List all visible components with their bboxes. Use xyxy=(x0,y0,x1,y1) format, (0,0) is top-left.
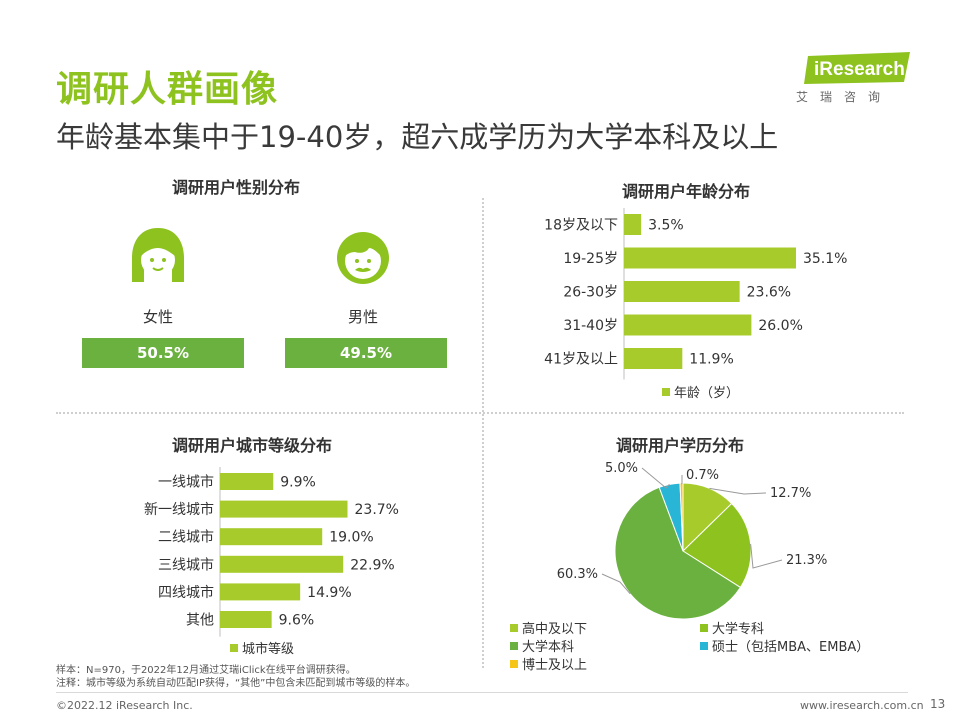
female-value-bar: 50.5% xyxy=(82,338,244,368)
pie-value-label: 21.3% xyxy=(786,553,827,568)
city-value-label: 14.9% xyxy=(307,585,351,601)
logo-sub-text: 艾瑞咨询 xyxy=(796,90,893,104)
edu-legend-item: 大学本科 xyxy=(510,636,574,655)
vertical-divider xyxy=(482,198,484,668)
city-bar xyxy=(220,473,274,490)
city-value-label: 23.7% xyxy=(355,502,399,518)
city-category-label: 四线城市 xyxy=(158,584,214,601)
gender-panel-title: 调研用户性别分布 xyxy=(172,178,301,197)
pie-leader-line xyxy=(709,487,767,495)
city-legend: 城市等级 xyxy=(230,638,294,657)
city-legend-swatch xyxy=(230,644,238,652)
age-category-label: 19-25岁 xyxy=(563,251,618,267)
city-category-label: 一线城市 xyxy=(158,474,214,491)
note-remark: 注释：城市等级为系统自动匹配IP获得，“其他”中包含未匹配到城市等级的样本。 xyxy=(56,678,416,689)
age-value-label: 11.9% xyxy=(689,352,733,368)
education-legend: 高中及以下 大学专科 大学本科 硕士（包括MBA、EMBA） 博士及以上 xyxy=(510,618,910,674)
pie-value-label: 12.7% xyxy=(770,486,811,501)
age-value-label: 26.0% xyxy=(758,318,802,334)
city-category-label: 新一线城市 xyxy=(144,501,214,518)
male-icon xyxy=(337,232,389,284)
city-value-label: 9.9% xyxy=(280,475,316,491)
note-sample: 样本：N=970，于2022年12月通过艾瑞iClick在线平台调研获得。 xyxy=(56,665,356,676)
edu-legend-item: 硕士（包括MBA、EMBA） xyxy=(700,636,869,655)
city-panel-title: 调研用户城市等级分布 xyxy=(172,436,333,455)
city-category-label: 其他 xyxy=(186,613,214,629)
city-legend-label: 城市等级 xyxy=(242,642,295,657)
logo-brand-text: iResearch xyxy=(814,59,905,80)
male-label: 男性 xyxy=(347,308,378,326)
pie-value-label: 5.0% xyxy=(605,461,638,476)
age-value-label: 3.5% xyxy=(648,218,684,234)
page-subtitle: 年龄基本集中于19-40岁，超六成学历为大学本科及以上 xyxy=(56,120,779,154)
pie-leader-line xyxy=(641,467,670,489)
age-panel-title: 调研用户年龄分布 xyxy=(622,182,751,201)
footer-divider xyxy=(56,692,908,693)
age-bar xyxy=(624,214,642,235)
city-bar xyxy=(220,528,323,546)
age-category-label: 26-30岁 xyxy=(563,285,618,301)
age-category-label: 31-40岁 xyxy=(563,318,618,334)
age-bar xyxy=(624,281,740,302)
footer-copyright: ©2022.12 iResearch Inc. xyxy=(56,699,193,712)
source-notes: 样本：N=970，于2022年12月通过艾瑞iClick在线平台调研获得。 注释… xyxy=(56,664,415,690)
edu-legend-item: 高中及以下 xyxy=(510,618,587,637)
city-value-label: 9.6% xyxy=(279,613,315,629)
age-value-label: 23.6% xyxy=(747,285,791,301)
edu-legend-item: 大学专科 xyxy=(700,618,764,637)
age-category-label: 41岁及以上 xyxy=(544,352,618,368)
page-title: 调研人群画像 xyxy=(56,69,279,110)
city-value-label: 19.0% xyxy=(329,530,373,546)
age-legend-label: 年龄（岁） xyxy=(674,386,740,401)
city-bar xyxy=(220,500,348,518)
age-value-label: 35.1% xyxy=(803,251,847,267)
education-panel-title: 调研用户学历分布 xyxy=(616,436,745,455)
female-icon xyxy=(132,228,184,282)
age-bar xyxy=(624,314,752,336)
city-category-label: 二线城市 xyxy=(158,529,214,546)
edu-legend-item: 博士及以上 xyxy=(510,654,587,673)
city-value-label: 22.9% xyxy=(350,557,394,573)
city-category-label: 三线城市 xyxy=(158,556,214,573)
age-legend: 年龄（岁） xyxy=(662,382,739,401)
male-value-bar: 49.5% xyxy=(285,338,447,368)
city-bar xyxy=(220,583,301,601)
city-bar xyxy=(220,555,344,573)
iresearch-logo: iResearch 艾瑞咨询 xyxy=(796,52,914,104)
female-label: 女性 xyxy=(142,308,173,326)
page-number: 13 xyxy=(930,697,946,711)
age-bar xyxy=(624,348,683,369)
age-legend-swatch xyxy=(662,388,670,396)
horizontal-divider xyxy=(56,412,904,414)
footer-url: www.iresearch.com.cn xyxy=(800,699,924,712)
city-bar xyxy=(220,611,272,628)
pie-leader-line xyxy=(601,573,631,595)
logo-mark: iResearch xyxy=(804,52,910,84)
pie-value-label: 60.3% xyxy=(557,567,598,582)
pie-value-label: 0.7% xyxy=(686,468,719,483)
age-category-label: 18岁及以下 xyxy=(544,218,618,234)
age-bar xyxy=(624,247,796,269)
pie-leader-line xyxy=(750,543,783,569)
